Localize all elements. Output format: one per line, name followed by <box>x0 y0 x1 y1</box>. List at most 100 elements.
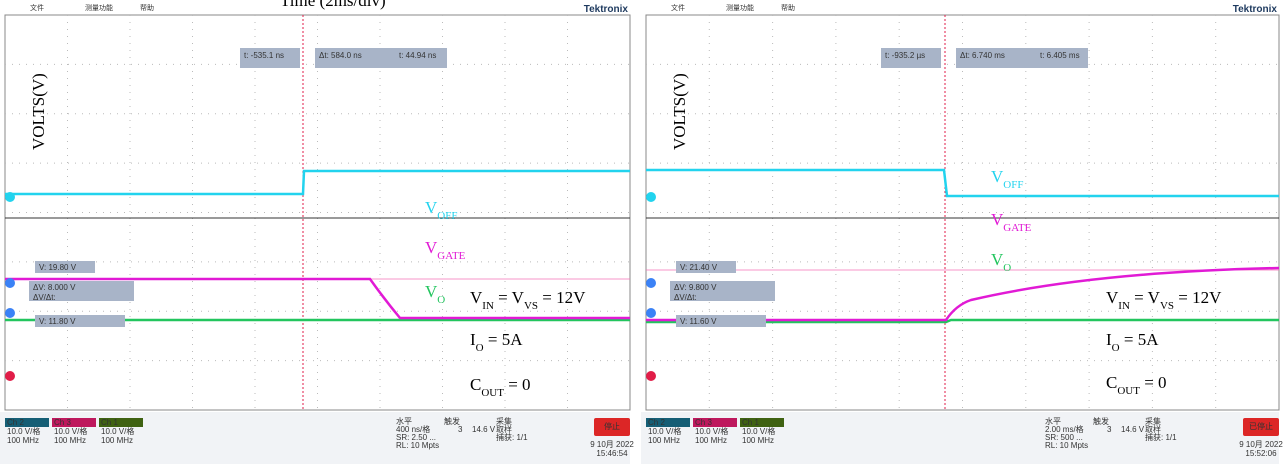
cursor-readout: ΔV: 8.000 V <box>33 283 76 292</box>
menu-item: 文件 <box>30 3 44 12</box>
trigger-info: 14.6 V <box>1121 425 1145 434</box>
cursor-box <box>35 261 95 273</box>
readout: t: 44.94 ns <box>399 51 436 60</box>
channel-info: Ch 1 <box>101 418 118 427</box>
channel-tab <box>99 418 143 427</box>
signal-label: VGATE <box>425 238 466 262</box>
trigger-info: 触发 <box>1093 416 1109 426</box>
channel-info: 100 MHz <box>648 436 680 445</box>
cursor-readout: V: 19.80 V <box>39 263 77 272</box>
stop-button[interactable] <box>594 418 630 436</box>
signal-main: V <box>425 282 438 301</box>
channel-marker <box>646 192 656 202</box>
condition-sub: O <box>1112 342 1120 354</box>
condition-text: V <box>470 288 483 307</box>
stop-button[interactable] <box>1243 418 1279 436</box>
graticule <box>4 14 631 411</box>
channel-info: 100 MHz <box>7 436 39 445</box>
readout-box <box>956 48 1056 68</box>
condition-text: = V <box>494 288 525 307</box>
brand: Tektronix <box>584 4 629 15</box>
signal-main: V <box>991 210 1004 229</box>
readout-box <box>395 48 447 68</box>
acquire-info: 采集 <box>496 416 512 426</box>
menu-item: 帮助 <box>140 3 154 12</box>
condition-text: = 0 <box>504 375 531 394</box>
readout-box <box>1036 48 1088 68</box>
readout: Δt: 6.740 ms <box>960 51 1005 60</box>
trace-magenta <box>646 266 1280 322</box>
acquire-info: 捕获: 1/1 <box>1145 432 1177 442</box>
signal-main: V <box>991 250 1004 269</box>
condition: COUT = 0 <box>1106 373 1167 397</box>
cursor-box <box>676 315 766 327</box>
clock: 15:52:06 <box>1245 449 1277 458</box>
channel-marker <box>5 308 15 318</box>
signal-sub: OFF <box>437 210 457 222</box>
cursor-box <box>35 315 125 327</box>
channel-info: 10.0 V/格 <box>54 426 87 436</box>
signal-main: V <box>425 238 438 257</box>
condition-text: = 12V <box>538 288 586 307</box>
condition-text: = 12V <box>1174 288 1222 307</box>
channel-marker <box>646 371 656 381</box>
channel-marker <box>5 278 15 288</box>
panel-title: Time (2ms/div) <box>280 0 386 10</box>
menu-item: 文件 <box>671 3 685 12</box>
horizontal-info: 400 ns/格 <box>396 424 430 434</box>
channel-info: Ch 3 <box>695 418 712 427</box>
clock: 15:46:54 <box>596 449 628 458</box>
date: 9 10月 2022 <box>590 440 634 449</box>
channel-info: 10.0 V/格 <box>101 426 134 436</box>
readout: t: -935.2 µs <box>885 51 925 60</box>
condition-sub: VS <box>1160 300 1174 312</box>
menu-item: 测量功能 <box>85 3 113 12</box>
signal-sub: O <box>1003 262 1011 274</box>
signal-label: VO <box>425 282 445 306</box>
trigger-info: 3 <box>458 425 463 434</box>
menu-item: 测量功能 <box>726 3 754 12</box>
horizontal-info: 水平 <box>1045 416 1061 426</box>
condition: VIN = VVS = 12V <box>470 288 586 312</box>
condition-sub: O <box>476 342 484 354</box>
channel-tab <box>5 418 49 427</box>
signal-label: VOFF <box>425 198 457 222</box>
channel-info: 100 MHz <box>101 436 133 445</box>
condition-sub: OUT <box>1117 385 1140 397</box>
channel-marker <box>5 192 15 202</box>
condition: COUT = 0 <box>470 375 531 399</box>
readout-box <box>315 48 415 68</box>
channel-info: Ch 3 <box>54 418 71 427</box>
condition-text: V <box>1106 288 1119 307</box>
condition-sub: OUT <box>481 387 504 399</box>
channel-tab <box>646 418 690 427</box>
cursor-box <box>29 281 134 301</box>
trace-green <box>646 318 1279 324</box>
condition-text: C <box>1106 373 1117 392</box>
trace-magenta <box>5 277 630 320</box>
signal-main: V <box>425 198 438 217</box>
channel-marker <box>5 371 15 381</box>
date: 9 10月 2022 <box>1239 440 1283 449</box>
scope-panel: Time (2ms/div) 文件 测量功能 帮助 Tektronix t: -535.1… <box>0 0 634 464</box>
cursor-box <box>670 281 775 301</box>
readout: t: -535.1 ns <box>244 51 284 60</box>
signal-sub: OFF <box>1003 179 1023 191</box>
condition-text: I <box>470 330 476 349</box>
horizontal-info: 水平 <box>396 416 412 426</box>
condition-sub: IN <box>1118 300 1130 312</box>
readout: Δt: 584.0 ns <box>319 51 362 60</box>
channel-marker <box>646 308 656 318</box>
channel-marker <box>646 278 656 288</box>
horizontal-info: SR: 500 ... <box>1045 433 1083 442</box>
channel-info: 100 MHz <box>54 436 86 445</box>
signal-sub: O <box>437 294 445 306</box>
condition-text: = V <box>1130 288 1161 307</box>
cursor-readout: V: 11.60 V <box>680 317 717 326</box>
readout-box <box>240 48 300 68</box>
channel-info: 10.0 V/格 <box>7 426 40 436</box>
run-status: 停止 <box>604 421 620 431</box>
channel-info: 10.0 V/格 <box>648 426 681 436</box>
condition-text: = 5A <box>1120 330 1160 349</box>
condition: IO = 5A <box>470 330 523 354</box>
